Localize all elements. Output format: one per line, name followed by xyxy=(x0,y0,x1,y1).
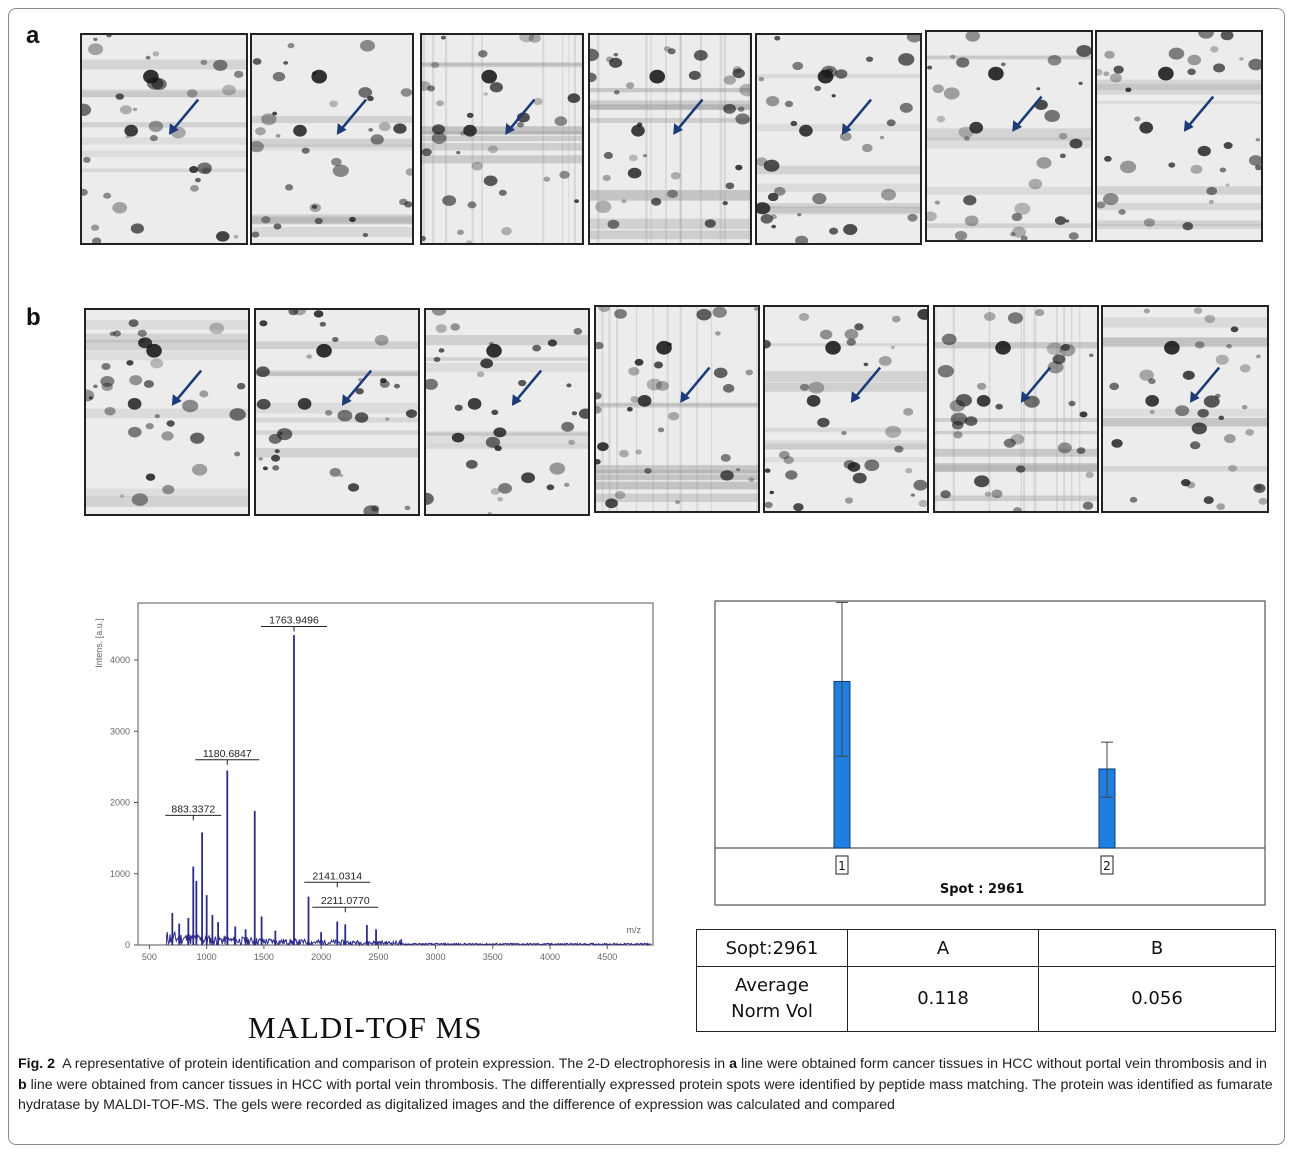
x-tick-label: 500 xyxy=(142,952,157,962)
gel-image xyxy=(755,33,922,245)
ms-baseline xyxy=(166,930,651,947)
arrowhead-icon xyxy=(511,394,522,406)
gel-image xyxy=(250,33,414,245)
arrowhead-icon xyxy=(171,394,182,406)
ms-title: MALDI-TOF MS xyxy=(248,1010,483,1045)
arrow-icon xyxy=(1186,95,1215,128)
x-tick-label: 3500 xyxy=(483,952,503,962)
arrow-icon xyxy=(514,369,543,402)
peak-label: 1180.6847 xyxy=(203,748,252,760)
caption-text-2: line were obtained form cancer tissues i… xyxy=(737,1056,1267,1072)
y-tick-label: 2000 xyxy=(110,798,130,808)
x-tick-label: 1000 xyxy=(197,952,217,962)
y-tick-label: 3000 xyxy=(110,726,130,736)
arrowhead-icon xyxy=(680,391,690,403)
table-header-spot: Sopt:2961 xyxy=(696,929,848,967)
gel-image xyxy=(925,30,1093,242)
arrow-icon xyxy=(1023,366,1052,399)
caption-bold-a: a xyxy=(729,1056,737,1072)
panel-a-letter: a xyxy=(26,22,40,49)
gel-image xyxy=(1095,30,1263,242)
table-value-b: 0.056 xyxy=(1038,966,1276,1032)
peak-label: 1763.9496 xyxy=(269,615,319,627)
arrowhead-icon xyxy=(341,394,352,406)
norm-vol-table: Sopt:2961 A B Average Norm Vol 0.118 0.05… xyxy=(696,929,1276,1032)
x-tick-label: 4000 xyxy=(540,952,560,962)
gel-image xyxy=(424,308,590,516)
arrowhead-icon xyxy=(336,123,347,135)
arrow-icon xyxy=(508,98,536,131)
gel-image xyxy=(80,33,248,245)
arrowhead-icon xyxy=(841,123,852,135)
caption-text-3: line were obtained from cancer tissues i… xyxy=(18,1076,1273,1114)
arrowhead-icon xyxy=(505,123,515,135)
ms-plot-frame xyxy=(137,602,654,946)
arrow-icon xyxy=(174,369,203,402)
arrow-icon xyxy=(171,98,200,131)
y-tick-label: 1000 xyxy=(110,869,130,879)
arrow-icon xyxy=(1192,366,1221,399)
table-header-b: B xyxy=(1038,929,1276,967)
category-box xyxy=(1100,855,1114,875)
y-tick-label: 4000 xyxy=(110,655,130,665)
y-tick-label: 0 xyxy=(125,940,130,950)
arrowhead-icon xyxy=(1183,120,1194,132)
y-axis-label: Intens. [a.u.] xyxy=(94,618,104,668)
figure-frame xyxy=(8,8,1285,1145)
row-label-line2: Norm Vol xyxy=(731,1001,813,1022)
gel-image xyxy=(1101,305,1269,513)
caption-text-1: A representative of protein identificati… xyxy=(62,1056,730,1072)
category-label: 2 xyxy=(1103,859,1111,873)
table-header-a: A xyxy=(847,929,1039,967)
table-row-label: Average Norm Vol xyxy=(696,966,848,1032)
panel-b-letter: b xyxy=(26,304,41,331)
arrowhead-icon xyxy=(1189,391,1200,403)
x-tick-label: 2500 xyxy=(368,952,388,962)
gel-image xyxy=(933,305,1099,513)
peak-label: 2211.0770 xyxy=(321,895,370,907)
peak-label: 883.3372 xyxy=(171,803,215,815)
arrow-icon xyxy=(1015,95,1043,128)
gel-image xyxy=(420,33,584,245)
bar-x-axis-label: Spot : 2961 xyxy=(940,882,1024,897)
category-box xyxy=(835,855,849,875)
category-label: 1 xyxy=(838,859,846,873)
arrowhead-icon xyxy=(850,391,861,403)
table-row: Average Norm Vol 0.118 0.056 xyxy=(696,966,1276,1032)
x-tick-label: 3000 xyxy=(426,952,446,962)
maldi-tof-spectrum: 500 1000 1500 2000 2500 3000 3500 4000 4500 0 1000… xyxy=(94,602,654,962)
gel-image xyxy=(254,308,420,516)
arrow-icon xyxy=(853,366,882,399)
arrow-icon xyxy=(344,369,373,402)
caption-bold-b: b xyxy=(18,1076,27,1093)
arrowhead-icon xyxy=(1012,120,1023,132)
figure-caption: Fig. 2 A representative of protein ident… xyxy=(18,1054,1273,1116)
arrow-icon xyxy=(339,98,368,131)
row-label-line1: Average xyxy=(735,975,809,996)
arrowhead-icon xyxy=(673,123,683,135)
x-tick-label: 2000 xyxy=(311,952,331,962)
peak-label: 2141.0314 xyxy=(312,870,362,882)
x-axis-label: m/z xyxy=(627,925,642,935)
gel-image xyxy=(763,305,929,513)
x-tick-label: 1500 xyxy=(254,952,274,962)
gel-image xyxy=(594,305,760,513)
arrow-icon xyxy=(844,98,873,131)
arrowhead-icon xyxy=(168,123,179,135)
spot-expression-bar-chart: 1 2 Spot : 2961 xyxy=(714,600,1266,906)
table-value-a: 0.118 xyxy=(847,966,1039,1032)
gel-image xyxy=(588,33,752,245)
arrow-icon xyxy=(683,366,711,399)
arrow-icon xyxy=(676,98,704,131)
table-header-row: Sopt:2961 A B xyxy=(696,929,1276,967)
arrowhead-icon xyxy=(1020,391,1031,403)
gel-image xyxy=(84,308,250,516)
caption-fig-label: Fig. 2 xyxy=(18,1056,56,1072)
bar-plot-frame xyxy=(714,600,1266,906)
x-tick-label: 4500 xyxy=(597,952,617,962)
